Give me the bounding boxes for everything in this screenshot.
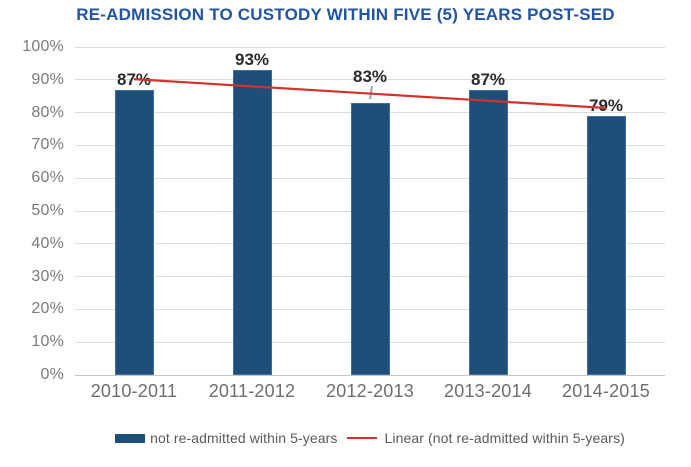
y-axis-tick: 0%: [40, 366, 64, 383]
data-label: 87%: [116, 69, 152, 89]
y-axis-tick: 40%: [31, 234, 64, 252]
chart-title: RE-ADMISSION TO CUSTODY WITHIN FIVE (5) …: [76, 5, 615, 24]
y-axis-tick: 90%: [31, 70, 64, 88]
y-axis-tick: 50%: [31, 202, 64, 219]
bar: [232, 69, 272, 375]
data-label: 83%: [352, 66, 388, 86]
x-axis-label: 2012-2013: [326, 381, 414, 401]
bar: [586, 115, 626, 375]
y-axis-tick: 30%: [31, 267, 64, 285]
legend-bar-swatch-icon: [115, 433, 146, 443]
y-axis-tick: 80%: [31, 103, 64, 121]
legend-line-swatch-icon: [347, 437, 378, 439]
x-axis-label: 2013-2014: [444, 381, 532, 401]
y-axis-tick: 10%: [31, 333, 64, 351]
y-axis-tick: 70%: [31, 136, 64, 154]
legend: not re-admitted within 5-years Linear (n…: [75, 428, 665, 448]
x-axis-line: [75, 374, 665, 376]
data-label: 93%: [234, 49, 270, 69]
bar: [114, 89, 154, 375]
x-axis-label: 2010-2011: [90, 381, 178, 401]
data-label: 87%: [470, 69, 506, 89]
label-leader-line: [368, 85, 373, 99]
gridline: [75, 46, 665, 48]
y-axis-tick: 20%: [31, 300, 64, 318]
y-axis-tick: 100%: [22, 38, 64, 55]
bar: [350, 102, 390, 375]
y-axis-tick: 60%: [31, 169, 64, 187]
x-axis-label: 2011-2012: [208, 381, 296, 401]
bar: [468, 89, 508, 375]
x-axis-label: 2014-2015: [562, 381, 650, 401]
legend-line-label: Linear (not re-admitted within 5-years): [384, 430, 625, 446]
data-label: 79%: [588, 95, 624, 115]
legend-bar-label: not re-admitted within 5-years: [150, 430, 338, 446]
